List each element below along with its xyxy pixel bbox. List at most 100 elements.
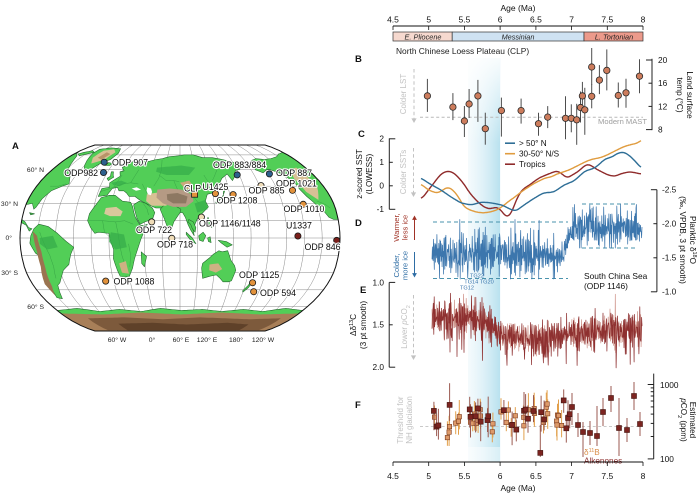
svg-text:7: 7 <box>569 15 574 25</box>
svg-text:120° E: 120° E <box>197 336 218 344</box>
svg-text:South China Sea: South China Sea <box>584 271 648 281</box>
svg-text:> 50° N: > 50° N <box>519 139 547 148</box>
svg-text:ODP 722: ODP 722 <box>136 225 172 235</box>
svg-text:more ice: more ice <box>401 251 410 280</box>
svg-text:Colder SSTs: Colder SSTs <box>399 150 408 194</box>
svg-text:Messinian: Messinian <box>502 33 535 42</box>
svg-text:1.5: 1.5 <box>372 320 384 330</box>
svg-text:Age (Ma): Age (Ma) <box>501 3 536 13</box>
svg-text:30° S: 30° S <box>1 269 18 277</box>
svg-text:-1.0: -1.0 <box>662 287 677 297</box>
svg-text:ODP 885: ODP 885 <box>249 186 285 196</box>
svg-text:60° S: 60° S <box>27 303 44 311</box>
svg-text:TG22: TG22 <box>470 274 484 280</box>
svg-text:Δδ13C: Δδ13C <box>349 314 358 336</box>
svg-text:L. Tortonian: L. Tortonian <box>595 33 633 42</box>
svg-text:1000: 1000 <box>660 380 679 390</box>
svg-text:ODP 718: ODP 718 <box>157 240 193 250</box>
svg-text:Land surface: Land surface <box>685 71 694 119</box>
svg-text:0°: 0° <box>6 234 13 242</box>
svg-text:ODP 1021: ODP 1021 <box>276 179 317 189</box>
svg-text:(‰, VPDB, 3 pt smooth): (‰, VPDB, 3 pt smooth) <box>678 196 687 284</box>
svg-text:ODP 1010: ODP 1010 <box>284 204 325 214</box>
svg-text:Age (Ma): Age (Ma) <box>501 483 536 493</box>
svg-text:Warmer,: Warmer, <box>392 213 401 241</box>
svg-text:less ice: less ice <box>401 215 410 240</box>
svg-text:ODP982: ODP982 <box>64 168 98 178</box>
svg-text:5: 5 <box>426 471 431 481</box>
svg-text:ODP 846: ODP 846 <box>305 242 341 252</box>
svg-text:Colder LST: Colder LST <box>399 74 408 115</box>
svg-text:7.5: 7.5 <box>601 15 613 25</box>
svg-text:7.5: 7.5 <box>601 471 613 481</box>
svg-text:60° N: 60° N <box>27 166 44 174</box>
svg-text:5.5: 5.5 <box>458 15 470 25</box>
svg-text:120° W: 120° W <box>252 336 275 344</box>
svg-text:6.5: 6.5 <box>530 15 542 25</box>
svg-text:16: 16 <box>658 78 668 88</box>
svg-text:6: 6 <box>498 15 503 25</box>
svg-text:U1337: U1337 <box>286 221 312 231</box>
svg-text:60° E: 60° E <box>173 336 190 344</box>
svg-text:temp (°C): temp (°C) <box>675 77 684 112</box>
svg-text:5: 5 <box>426 15 431 25</box>
svg-text:Tropics: Tropics <box>519 160 546 169</box>
svg-text:7: 7 <box>569 471 574 481</box>
svg-text:CLP: CLP <box>184 184 201 194</box>
svg-text:Threshold for: Threshold for <box>396 396 405 443</box>
svg-text:1.0: 1.0 <box>372 277 384 287</box>
svg-text:0°: 0° <box>149 336 156 344</box>
svg-text:-2.5: -2.5 <box>662 185 677 195</box>
svg-text:TG14 TG20: TG14 TG20 <box>464 280 493 286</box>
svg-text:8: 8 <box>658 125 663 135</box>
svg-text:Estimated: Estimated <box>688 402 697 439</box>
svg-text:D: D <box>355 218 362 229</box>
svg-text:ODP 1146/1148: ODP 1146/1148 <box>199 219 261 229</box>
svg-text:Planktic δ18O: Planktic δ18O <box>688 216 697 264</box>
svg-text:TG12: TG12 <box>460 286 474 292</box>
svg-text:(LOWESS): (LOWESS) <box>365 153 374 194</box>
svg-text:ODP 594: ODP 594 <box>260 288 296 298</box>
svg-text:(ODP 1146): (ODP 1146) <box>584 281 628 291</box>
svg-text:(3 pt smooth): (3 pt smooth) <box>359 301 368 350</box>
svg-text:δ11B: δ11B <box>584 448 600 457</box>
svg-text:Alkenones: Alkenones <box>584 457 622 466</box>
svg-text:ODP 1088: ODP 1088 <box>114 277 155 287</box>
svg-text:30-50° N/S: 30-50° N/S <box>519 150 560 159</box>
svg-text:Modern MAST: Modern MAST <box>598 117 647 126</box>
svg-text:F: F <box>355 400 361 411</box>
svg-text:30° N: 30° N <box>1 200 18 208</box>
svg-text:-1: -1 <box>377 204 385 214</box>
svg-text:100: 100 <box>660 454 674 464</box>
svg-text:4.5: 4.5 <box>387 15 399 25</box>
svg-text:4.5: 4.5 <box>387 471 399 481</box>
svg-text:-1.5: -1.5 <box>662 253 677 263</box>
svg-text:E. Pliocene: E. Pliocene <box>405 33 442 42</box>
svg-text:U1425: U1425 <box>203 182 229 192</box>
svg-text:5.5: 5.5 <box>458 471 470 481</box>
svg-text:C: C <box>358 129 365 140</box>
svg-text:NH glaciation: NH glaciation <box>405 396 414 444</box>
svg-text:z-scored SST: z-scored SST <box>355 149 364 199</box>
svg-text:ODP 1125: ODP 1125 <box>239 270 279 280</box>
svg-text:ODP 1208: ODP 1208 <box>217 196 258 206</box>
svg-text:1: 1 <box>379 157 384 167</box>
svg-text:180°: 180° <box>229 336 243 344</box>
svg-text:ODP 887: ODP 887 <box>276 168 312 178</box>
svg-text:8: 8 <box>641 15 646 25</box>
svg-text:12: 12 <box>658 101 668 111</box>
svg-text:ODP 907: ODP 907 <box>112 158 148 168</box>
svg-text:20: 20 <box>658 55 668 65</box>
svg-text:0: 0 <box>379 181 384 191</box>
svg-text:6: 6 <box>498 471 503 481</box>
svg-text:E: E <box>360 285 366 296</box>
svg-text:2: 2 <box>379 134 384 144</box>
svg-text:-2.0: -2.0 <box>662 219 677 229</box>
svg-text:8: 8 <box>641 471 646 481</box>
svg-text:Colder,: Colder, <box>392 253 401 277</box>
svg-text:6.5: 6.5 <box>530 471 542 481</box>
svg-text:B: B <box>355 54 362 65</box>
svg-text:North Chinese Loess Plateau (C: North Chinese Loess Plateau (CLP) <box>396 46 529 56</box>
svg-text:60° W: 60° W <box>108 336 127 344</box>
svg-text:ODP 883/884: ODP 883/884 <box>213 160 266 170</box>
